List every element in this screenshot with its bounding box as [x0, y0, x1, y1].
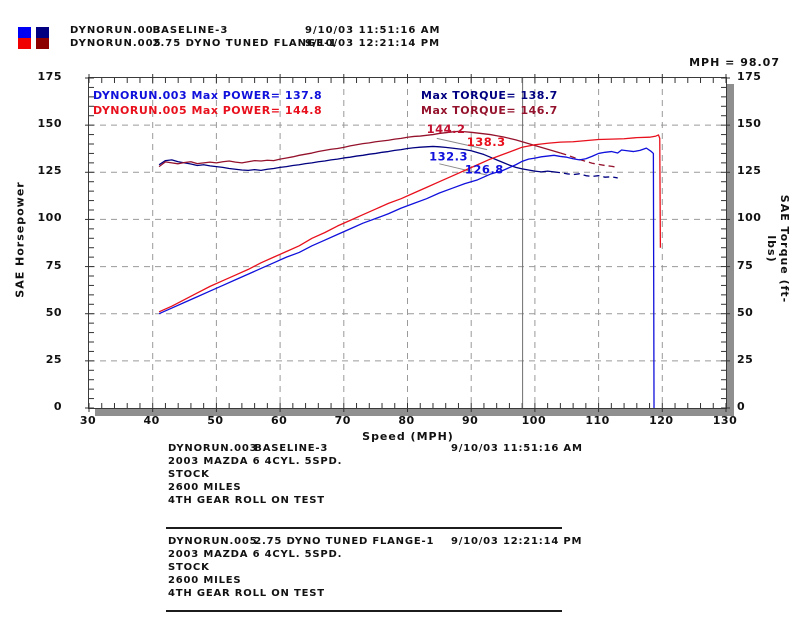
cursor-mph-readout: MPH = 98.07	[689, 56, 780, 69]
x-tick-label: 100	[521, 414, 547, 427]
vehicle-info-line: 2003 MAZDA 6 4CYL. 5SPD.	[168, 549, 343, 560]
y-tick-label-right: 50	[737, 305, 754, 319]
vehicle-info-line: 2600 MILES	[168, 575, 242, 586]
x-tick-label: 130	[712, 414, 738, 427]
y-tick-label-right: 100	[737, 211, 762, 225]
y-tick-label-right: 0	[737, 400, 746, 413]
x-tick-label: 40	[143, 414, 160, 427]
power-color-swatch	[18, 27, 31, 38]
run-info-title: DYNORUN.003 BASELINE-3 9/10/03 11:51:16 …	[168, 443, 588, 456]
callout-leader-line	[439, 163, 488, 176]
run-timestamp: 9/10/03 11:51:16 AM	[451, 443, 583, 454]
cursor-value-label: 126.8	[465, 162, 504, 176]
y-tick-label-right: 75	[737, 258, 754, 272]
divider-rule	[166, 610, 562, 612]
x-tick-label: 50	[207, 414, 224, 427]
torque-color-swatch	[36, 38, 49, 49]
run-description: 2.75 DYNO TUNED FLANGE-1	[152, 38, 338, 49]
left-axis-title: SAE Horsepower	[13, 181, 27, 298]
legend-run-label: DYNORUN.005	[93, 104, 188, 117]
legend-max-torque: Max TORQUE= 138.7	[421, 89, 558, 102]
run-info-title: DYNORUN.005 2.75 DYNO TUNED FLANGE-1 9/1…	[168, 536, 588, 549]
cursor-value-label: 132.3	[429, 149, 468, 163]
y-tick-label-left: 50	[45, 305, 62, 319]
callout-leader-line	[436, 137, 488, 151]
run-timestamp: 9/10/03 11:51:16 AM	[305, 25, 441, 36]
x-tick-label: 60	[270, 414, 288, 427]
curve-dynorun-005-torque-tail	[560, 152, 618, 169]
legend-row: DYNORUN.003 Max POWER= 137.8 Max TORQUE=…	[93, 89, 557, 104]
y-tick-label-left: 150	[37, 117, 62, 131]
x-tick-label: 30	[79, 414, 97, 427]
cursor-value-label: 144.2	[427, 122, 466, 136]
run-file-name: DYNORUN.003	[168, 443, 258, 454]
curve-dynorun-003-torque-tail	[553, 171, 618, 179]
run-color-chip-bright	[18, 27, 31, 49]
run-description: BASELINE-3	[152, 25, 229, 36]
vehicle-info-line: 4TH GEAR ROLL ON TEST	[168, 588, 325, 599]
run-description: 2.75 DYNO TUNED FLANGE-1	[254, 536, 435, 547]
divider-rule	[166, 527, 562, 529]
run-file-name: DYNORUN.005	[168, 536, 258, 547]
x-tick-label: 90	[462, 414, 479, 427]
y-tick-label-left: 175	[37, 70, 62, 83]
vehicle-info-line: STOCK	[168, 562, 210, 573]
x-axis-title: Speed (MPH)	[362, 430, 454, 443]
run-color-chip-dark	[36, 27, 49, 49]
y-tick-label-right: 175	[737, 70, 762, 83]
vehicle-info-line: 4TH GEAR ROLL ON TEST	[168, 495, 325, 506]
curve-dynorun-005-power	[158, 134, 662, 313]
legend-row: DYNORUN.005 Max POWER= 144.8 Max TORQUE=…	[93, 104, 557, 119]
y-tick-label-right: 125	[737, 164, 762, 178]
plot-legend: DYNORUN.003 Max POWER= 137.8 Max TORQUE=…	[93, 89, 557, 119]
cursor-value-label: 138.3	[467, 135, 506, 149]
run-file-name: DYNORUN.003	[70, 25, 162, 36]
header-run-row: DYNORUN.003 BASELINE-3 9/10/03 11:51:16 …	[70, 25, 550, 36]
legend-max-torque: Max TORQUE= 146.7	[421, 104, 558, 117]
run-info-block: DYNORUN.005 2.75 DYNO TUNED FLANGE-1 9/1…	[168, 536, 588, 601]
legend-max-power: Max POWER= 137.8	[191, 89, 323, 102]
x-tick-label: 120	[649, 414, 674, 427]
x-tick-label: 110	[585, 414, 610, 427]
y-tick-label-left: 75	[45, 258, 62, 272]
y-tick-label-left: 125	[37, 164, 62, 178]
power-color-swatch	[18, 38, 31, 49]
vehicle-info-line: STOCK	[168, 469, 210, 480]
run-timestamp: 9/10/03 12:21:14 PM	[451, 536, 583, 547]
run-info-block: DYNORUN.003 BASELINE-3 9/10/03 11:51:16 …	[168, 443, 588, 508]
x-tick-label: 70	[334, 414, 351, 427]
vehicle-info-line: 2600 MILES	[168, 482, 242, 493]
legend-run-label: DYNORUN.003	[93, 89, 188, 102]
y-tick-label-left: 100	[37, 211, 62, 225]
y-tick-label-right: 150	[737, 117, 762, 131]
plot-area: 144.2 138.3 132.3 126.8 DYNORUN.003 Max POW…	[85, 74, 730, 412]
header-run-row: DYNORUN.005 2.75 DYNO TUNED FLANGE-1 9/1…	[70, 38, 550, 49]
y-tick-label-left: 0	[53, 400, 62, 413]
curve-dynorun-003-torque	[158, 145, 555, 173]
x-tick-label: 80	[398, 414, 415, 427]
y-tick-label-right: 25	[737, 352, 754, 366]
torque-color-swatch	[36, 27, 49, 38]
run-timestamp: 9/10/03 12:21:14 PM	[305, 38, 441, 49]
y-tick-label-left: 25	[45, 352, 62, 366]
curve-dynorun-003-power	[158, 147, 655, 409]
legend-max-power: Max POWER= 144.8	[191, 104, 323, 117]
vehicle-info-line: 2003 MAZDA 6 4CYL. 5SPD.	[168, 456, 343, 467]
right-axis-title: SAE Torque (ft-lbs)	[765, 194, 791, 304]
run-file-name: DYNORUN.005	[70, 38, 162, 49]
run-description: BASELINE-3	[254, 443, 329, 454]
curve-dynorun-005-torque	[158, 130, 561, 168]
